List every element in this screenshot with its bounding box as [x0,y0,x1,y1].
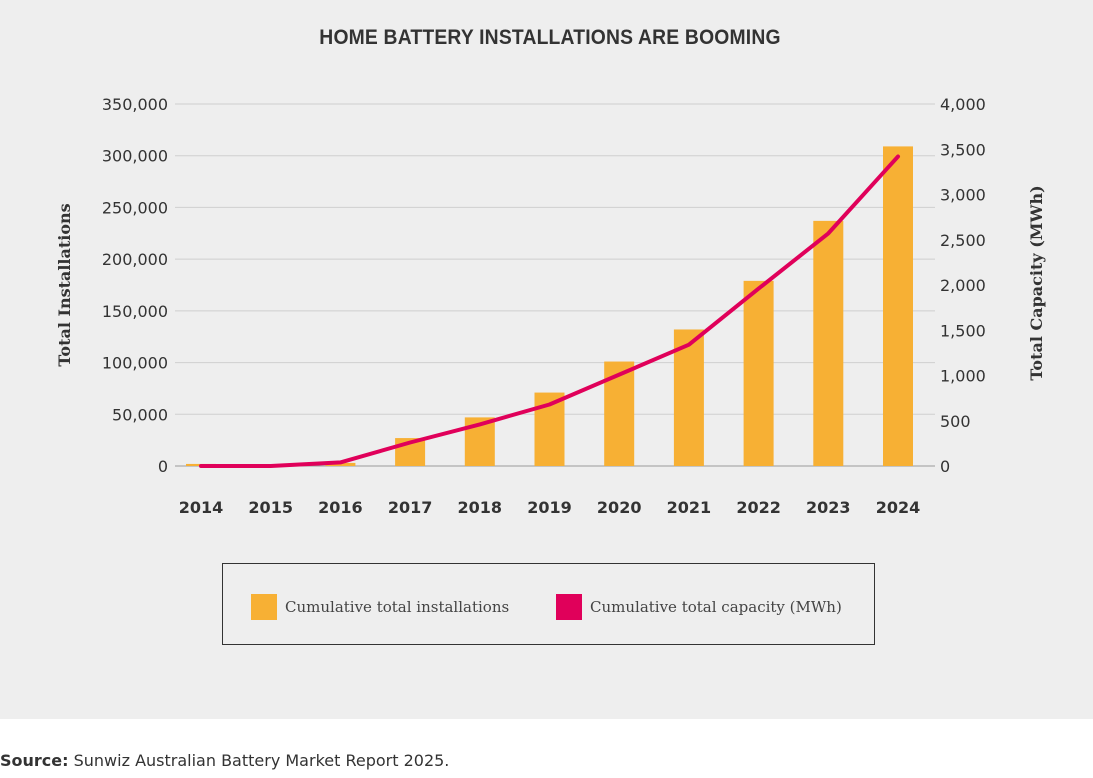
x-tick-label: 2017 [388,498,433,517]
bar-2016 [325,462,356,466]
legend-item-installations: Cumulative total installations [251,594,509,620]
y-axis-title: Total Installations [55,203,74,366]
legend-label-installations: Cumulative total installations [285,598,510,616]
y2-tick-label: 2,500 [940,231,986,250]
legend-label-capacity: Cumulative total capacity (MWh) [590,598,842,616]
y-tick-label: 100,000 [102,354,168,373]
y2-tick-label: 3,000 [940,186,986,205]
y-tick-label: 150,000 [102,302,168,321]
x-tick-label: 2019 [527,498,572,517]
chart-title: HOME BATTERY INSTALLATIONS ARE BOOMING [319,26,781,49]
x-tick-label: 2023 [806,498,851,517]
x-tick-label: 2015 [248,498,293,517]
y2-tick-label: 0 [940,457,950,476]
y2-axis-title: Total Capacity (MWh) [1027,185,1046,380]
source-note: Source: Sunwiz Australian Battery Market… [0,751,449,770]
y-tick-label: 0 [158,457,168,476]
bar-2021 [673,329,704,466]
y2-tick-label: 2,000 [940,276,986,295]
x-tick-label: 2016 [318,498,363,517]
source-text: Sunwiz Australian Battery Market Report … [68,751,450,770]
y-tick-label: 300,000 [102,147,168,166]
x-tick-label: 2014 [179,498,224,517]
y-tick-label: 200,000 [102,250,168,269]
y2-tick-label: 4,000 [940,95,986,114]
y2-tick-label: 1,500 [940,321,986,340]
legend: Cumulative total installations Cumulativ… [222,563,875,645]
y2-tick-label: 1,000 [940,367,986,386]
bar-2023 [813,220,844,466]
source-label: Source: [0,751,69,770]
bar-2022 [743,280,774,466]
legend-item-capacity: Cumulative total capacity (MWh) [556,594,842,620]
bar-2024 [883,146,913,467]
x-tick-label: 2018 [458,498,503,517]
y-tick-label: 50,000 [112,405,168,424]
legend-swatch-capacity [556,594,582,620]
capacity-line [199,154,900,468]
y2-tick-label: 3,500 [940,140,986,159]
x-tick-label: 2024 [876,498,921,517]
y-tick-label: 250,000 [102,198,168,217]
y2-tick-label: 500 [940,412,971,431]
x-tick-label: 2021 [667,498,712,517]
y-tick-label: 350,000 [102,95,168,114]
combo-chart: 0 50,000 100,000 150,000 200,000 250,000 300,0… [55,95,1046,517]
x-tick-label: 2020 [597,498,642,517]
x-tick-label: 2022 [736,498,781,517]
legend-swatch-installations [251,594,277,620]
